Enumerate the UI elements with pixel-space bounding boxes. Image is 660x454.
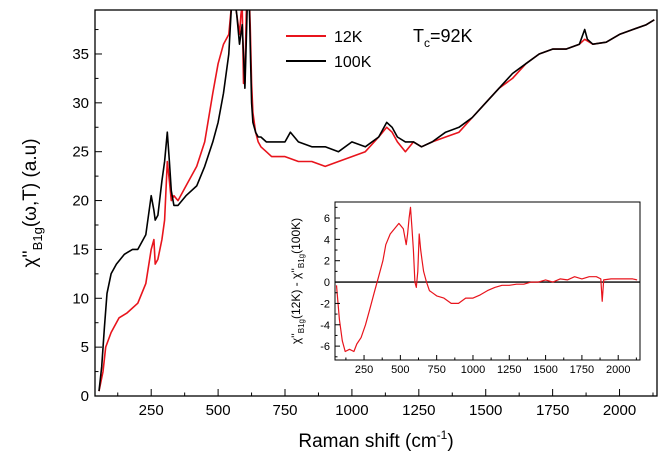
inset-series-group (335, 206, 638, 353)
main-x-tick-label: 1250 (402, 402, 435, 419)
inset-x-ticks: 250 500 750 1000 1250 1500 1750 2000 (345, 355, 637, 376)
main-plot: 250 500 750 1000 1250 1500 1750 2000 0510152025… (20, 9, 658, 452)
y-axis-title: χ''B1g(ω,T) (a.u) (20, 138, 45, 267)
main-series-group (98, 10, 655, 392)
inset-x-tick-label: 500 (391, 364, 409, 376)
inset-y-tick-label: 0 (324, 277, 330, 289)
inset-background (335, 202, 640, 360)
inset-y-tick-label: -4 (320, 320, 330, 332)
x-axis-title: Raman shift (cm-1) (298, 428, 453, 452)
inset-y-tick-label: 2 (324, 256, 330, 268)
main-y-tick-label: 20 (72, 193, 89, 210)
inset-y-tick-label: 6 (324, 213, 330, 225)
legend-label-100k: 100K (334, 54, 372, 71)
inset-y-ticks: -6 -4 -2 0 2 4 6 (320, 206, 340, 358)
inset-x-tick-label: 1750 (570, 364, 594, 376)
inset-plot-frame (334, 201, 641, 361)
main-x-tick-label: 1000 (335, 402, 368, 419)
main-y-tick-label: 30 (72, 95, 89, 112)
main-series-line-100k (98, 10, 655, 392)
main-x-tick-label: 1750 (536, 402, 569, 419)
tc-annotation: Tc=92K (413, 26, 473, 50)
main-y-tick-label: 25 (72, 144, 89, 161)
main-x-tick-label: 250 (139, 402, 164, 419)
main-x-tick-label: 500 (206, 402, 231, 419)
inset-y-tick-label: -2 (320, 298, 330, 310)
inset-y-tick-label: -6 (320, 341, 330, 353)
main-x-tick-label: 750 (272, 402, 297, 419)
inset-x-tick-label: 250 (355, 364, 373, 376)
inset-series-line-0 (335, 206, 638, 353)
main-y-tick-label: 5 (81, 339, 89, 356)
inset-x-tick-label: 1000 (461, 364, 485, 376)
main-y-ticks: 0 5 10 15 20 25 30 35 (72, 29, 102, 405)
legend: 12K 100K (286, 29, 372, 71)
main-y-tick-label: 10 (72, 290, 89, 307)
inset-plot: 250 500 750 1000 1250 1500 1750 2000 -6 -4 -2 0 2 4 6… (289, 201, 641, 376)
main-x-tick-label: 2000 (603, 402, 636, 419)
main-y-tick-label: 15 (72, 241, 89, 258)
inset-x-tick-label: 750 (427, 364, 445, 376)
inset-y-axis-title: χ''B1g(12K) - χ''B1g(100K) (289, 218, 306, 344)
main-x-ticks: 250 500 750 1000 1250 1500 1750 2000 (117, 389, 654, 419)
inset-x-tick-label: 2000 (606, 364, 630, 376)
inset-x-tick-label: 1250 (497, 364, 521, 376)
legend-label-12k: 12K (334, 29, 363, 46)
main-x-tick-label: 1500 (469, 402, 502, 419)
main-y-tick-label: 35 (72, 46, 89, 63)
main-y-tick-label: 0 (81, 388, 89, 405)
inset-y-tick-label: 4 (324, 234, 330, 246)
inset-x-tick-label: 1500 (533, 364, 557, 376)
main-plot-frame (94, 9, 658, 397)
